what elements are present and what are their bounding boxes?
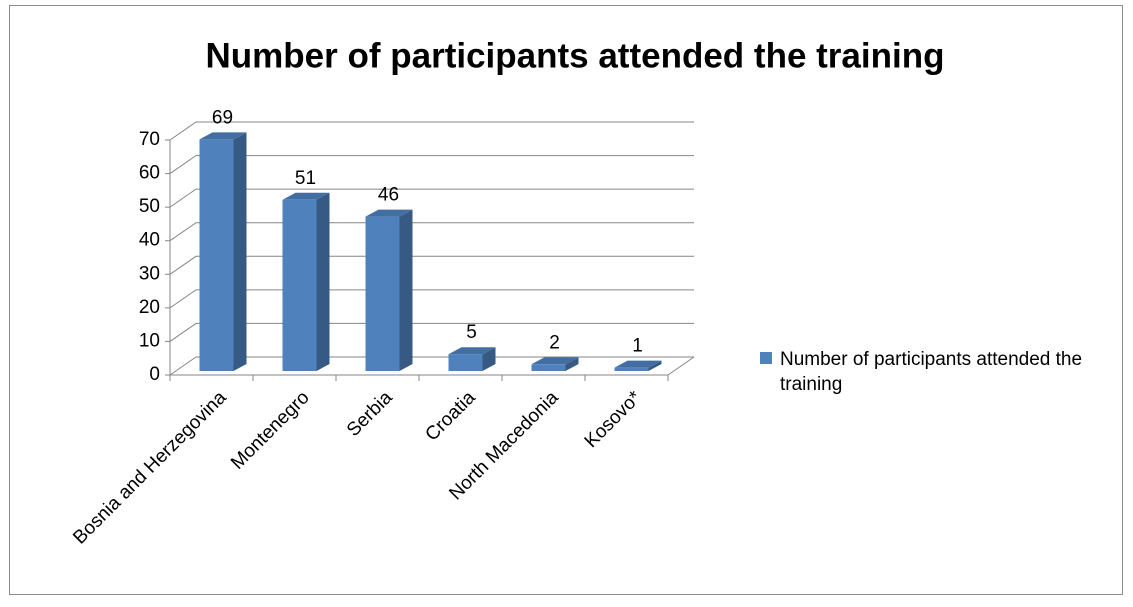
bar <box>282 199 317 371</box>
grid-line <box>169 255 694 275</box>
bar-side <box>399 209 413 371</box>
bar-side <box>316 192 330 371</box>
y-tick-label: 50 <box>139 196 160 217</box>
data-label: 46 <box>378 185 399 206</box>
grid-line <box>169 322 694 342</box>
bar-side <box>648 360 662 371</box>
bar-top <box>282 192 330 200</box>
grid-line <box>169 222 694 242</box>
bar <box>531 364 566 371</box>
bar-side <box>233 132 247 371</box>
bar <box>448 354 483 371</box>
bar-top <box>365 209 413 217</box>
data-label: 51 <box>295 168 316 189</box>
bar-top <box>199 132 247 140</box>
grid-line <box>169 289 694 309</box>
chart-border <box>9 5 1123 595</box>
y-tick-label: 10 <box>139 330 160 351</box>
bar <box>365 216 400 371</box>
y-tick-label: 70 <box>139 129 160 150</box>
bar <box>614 367 649 371</box>
bar-side <box>565 357 579 371</box>
grid-line <box>169 356 694 376</box>
chart-title: Number of participants attended the trai… <box>206 36 945 75</box>
y-tick-label: 30 <box>139 263 160 284</box>
grid-line <box>169 121 694 141</box>
bar-top <box>614 360 662 368</box>
bar-top <box>448 347 496 355</box>
data-label: 69 <box>212 107 233 128</box>
legend-label: Number of participants attended the trai… <box>780 349 1083 395</box>
y-tick-label: 0 <box>149 364 160 385</box>
data-label: 1 <box>632 336 643 357</box>
bar-side <box>482 347 496 371</box>
y-tick-label: 20 <box>139 297 160 318</box>
grid-line <box>169 188 694 208</box>
grid-line <box>169 155 694 174</box>
y-tick-label: 60 <box>139 163 160 184</box>
data-label: 2 <box>549 332 560 353</box>
y-tick-label: 40 <box>139 230 160 251</box>
data-label: 5 <box>466 322 477 343</box>
bar-top <box>531 357 579 365</box>
bar <box>199 139 234 371</box>
legend-swatch <box>760 352 772 364</box>
